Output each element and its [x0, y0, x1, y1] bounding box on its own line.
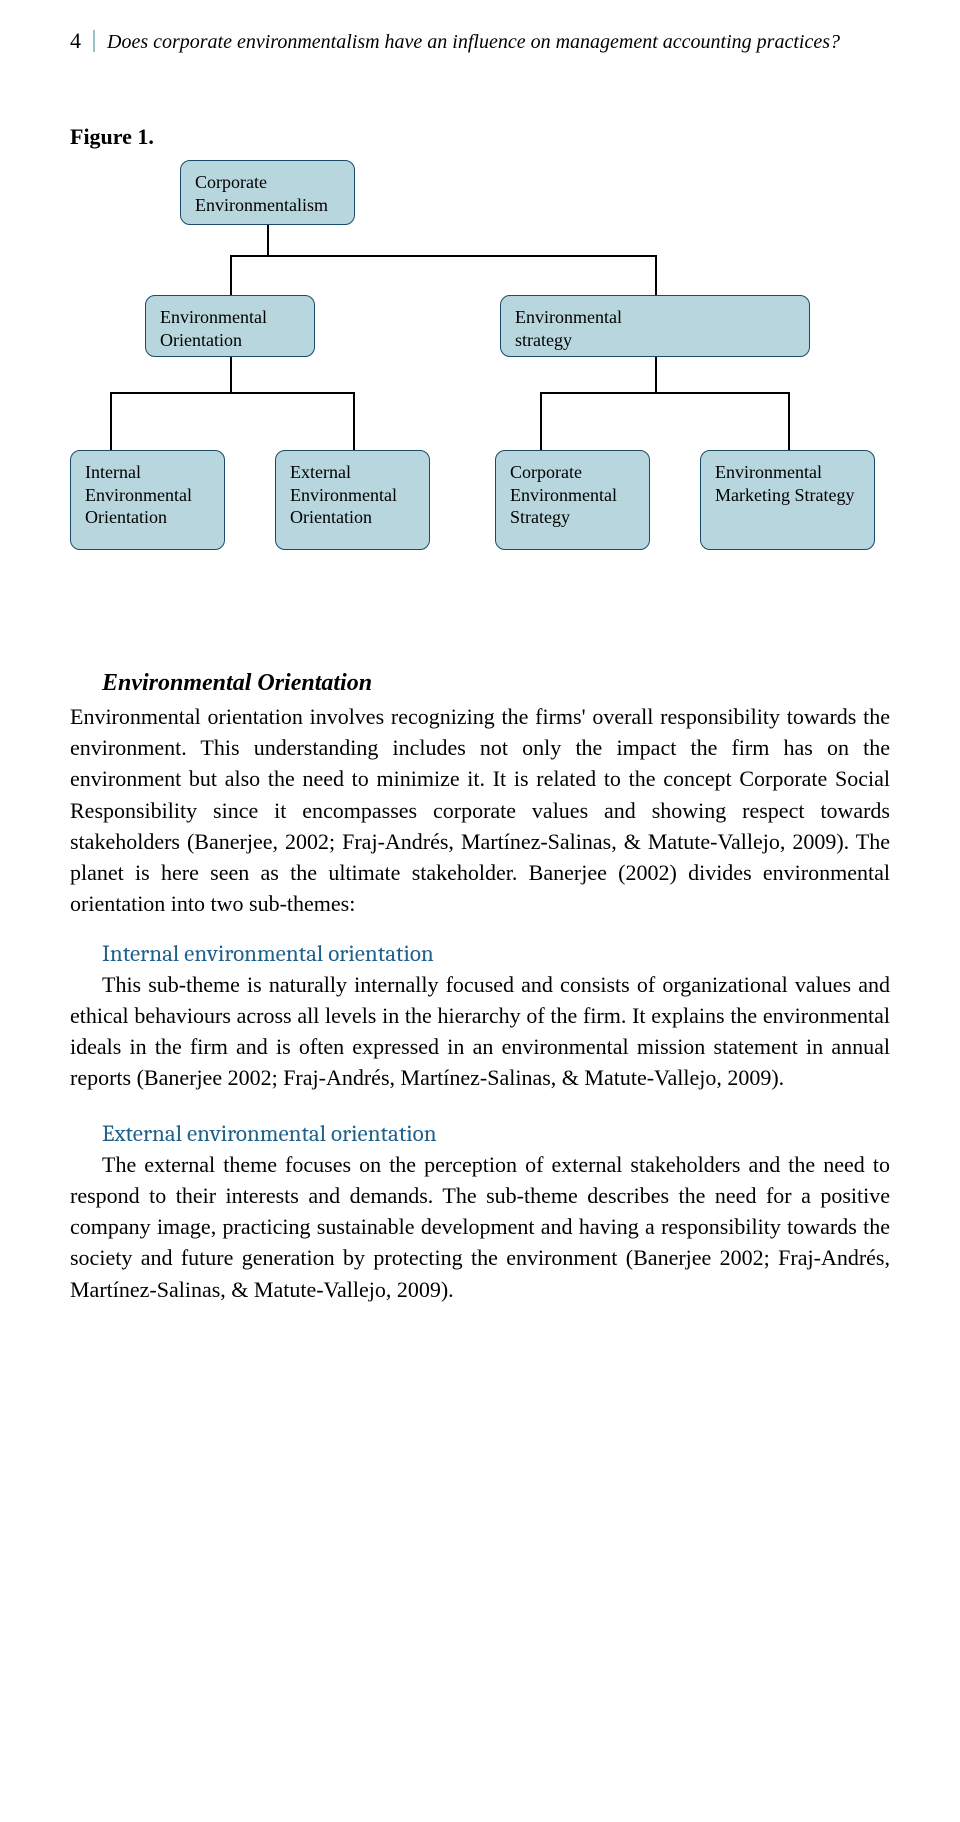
- diagram-node-leaf_1: InternalEnvironmentalOrientation: [70, 450, 225, 550]
- section-heading: Environmental Orientation: [70, 670, 890, 697]
- section-paragraph: Environmental orientation involves recog…: [70, 701, 890, 920]
- diagram-node-mid_l: EnvironmentalOrientation: [145, 295, 315, 357]
- page-header: 4 Does corporate environmentalism have a…: [70, 30, 890, 54]
- diagram-node-leaf_4: EnvironmentalMarketing Strategy: [700, 450, 875, 550]
- diagram-connector: [655, 357, 657, 392]
- subsection-heading-internal: Internal environmental orientation: [70, 940, 890, 967]
- diagram-node-leaf_3: CorporateEnvironmentalStrategy: [495, 450, 650, 550]
- page-number: 4: [70, 30, 95, 52]
- diagram-node-leaf_2: ExternalEnvironmentalOrientation: [275, 450, 430, 550]
- diagram-connector: [788, 392, 790, 450]
- hierarchy-diagram: CorporateEnvironmentalism EnvironmentalOr…: [70, 160, 890, 590]
- diagram-node-root: CorporateEnvironmentalism: [180, 160, 355, 225]
- diagram-connector: [540, 392, 542, 450]
- diagram-node-mid_r: Environmentalstrategy: [500, 295, 810, 357]
- diagram-connector: [230, 255, 232, 295]
- diagram-connector: [230, 357, 232, 392]
- diagram-connector: [353, 392, 355, 450]
- diagram-connector: [230, 255, 655, 257]
- sub2-text: The external theme focuses on the percep…: [70, 1152, 890, 1302]
- diagram-connector: [540, 392, 788, 394]
- sub1-text: This sub-theme is naturally internally f…: [70, 972, 890, 1091]
- diagram-connector: [110, 392, 112, 450]
- diagram-connector: [655, 255, 657, 295]
- subsection-heading-external: External environmental orientation: [70, 1120, 890, 1147]
- subsection-paragraph-external: The external theme focuses on the percep…: [70, 1149, 890, 1305]
- running-title: Does corporate environmentalism have an …: [107, 31, 840, 54]
- figure-caption: Figure 1.: [70, 124, 890, 150]
- diagram-connector: [110, 392, 353, 394]
- subsection-paragraph-internal: This sub-theme is naturally internally f…: [70, 969, 890, 1094]
- diagram-connector: [267, 225, 269, 255]
